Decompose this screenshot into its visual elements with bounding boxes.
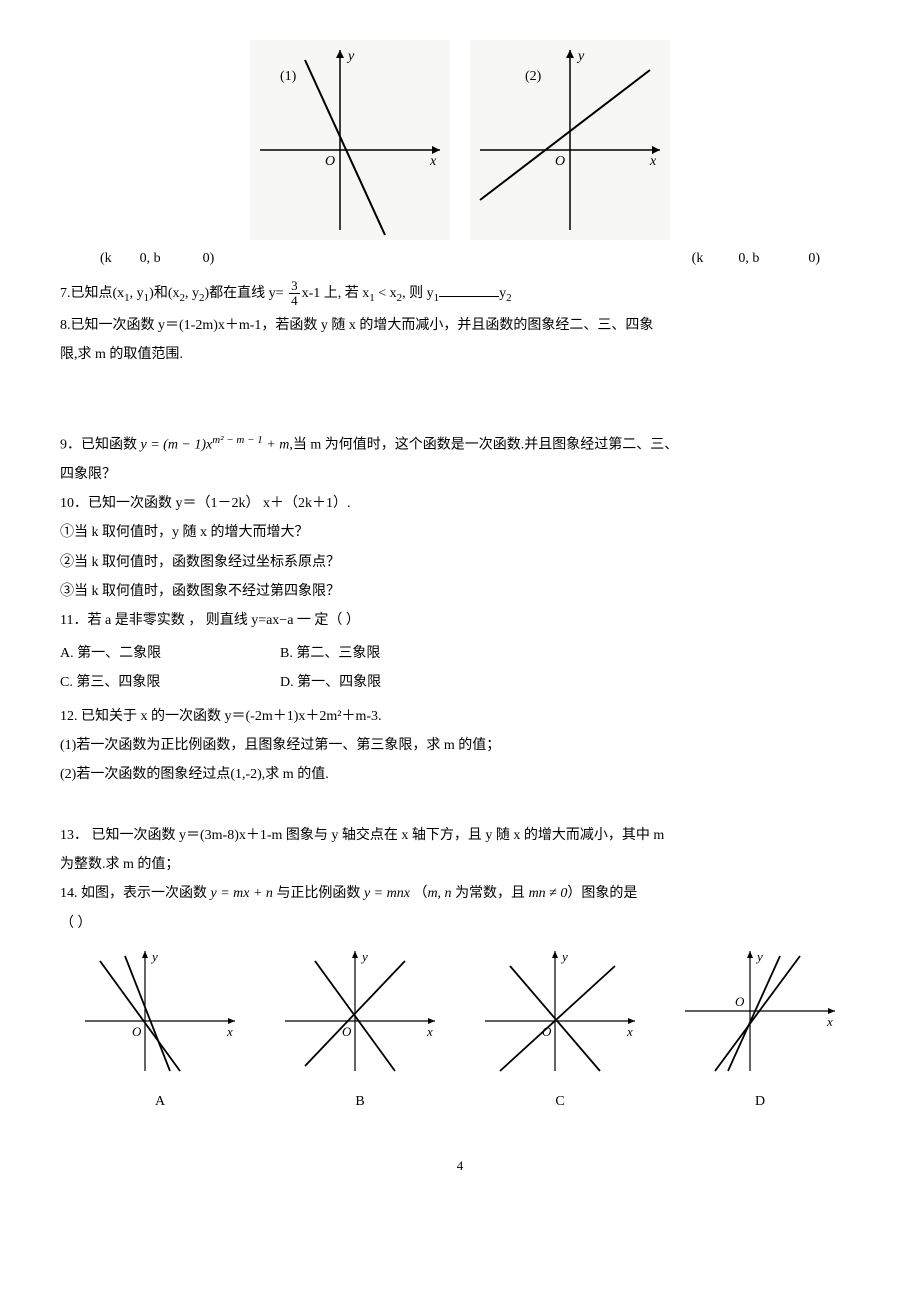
option-C-label: C [470, 1089, 650, 1114]
svg-text:O: O [132, 1024, 142, 1039]
option-A-label: A [70, 1089, 250, 1114]
question-11-options: A. 第一、二象限 C. 第三、四象限 B. 第二、三象限 D. 第一、四象限 [60, 637, 860, 699]
question-12-head: 12. 已知关于 x 的一次函数 y＝(-2m＋1)x＋2m²＋m-3. [60, 704, 860, 729]
question-13-line2: 为整数.求 m 的值； [60, 852, 860, 877]
blank-fill[interactable] [439, 282, 499, 297]
svg-text:O: O [735, 994, 745, 1009]
svg-text:x: x [626, 1024, 633, 1039]
question-14-line2: （ ） [60, 911, 860, 936]
question-7: 7.已知点(x1, y1)和(x2, y2)都在直线 y= 34x-1 上, 若… [60, 279, 860, 309]
svg-text:x: x [426, 1024, 433, 1039]
svg-text:y: y [360, 949, 368, 964]
question-12-p2: (2)若一次函数的图象经过点(1,-2),求 m 的值. [60, 762, 860, 787]
axis-y-label: y [346, 49, 355, 64]
svg-text:y: y [150, 949, 158, 964]
graph-1: y x O (1) [250, 40, 450, 240]
option-A: y x O A [70, 946, 250, 1114]
origin-label: O [325, 154, 335, 169]
option-11-A: A. 第一、二象限 [60, 641, 280, 666]
question-11-head: 11．若 a 是非零实数 ， 则直线 y=ax−a 一 定（ ） [60, 608, 860, 633]
svg-text:y: y [755, 949, 763, 964]
question-12-p1: (1)若一次函数为正比例函数，且图象经过第一、第三象限，求 m 的值； [60, 733, 860, 758]
option-11-B: B. 第二、三象限 [280, 641, 500, 666]
svg-text:(2): (2) [525, 69, 542, 84]
svg-text:x: x [649, 154, 657, 169]
svg-text:y: y [560, 949, 568, 964]
question-9-line1: 9．已知函数 y = (m − 1)xm² − m − 1 + m,当 m 为何… [60, 431, 860, 458]
kb-row: (k 0, b 0) (k 0, b 0) [60, 246, 860, 271]
kb-left: (k 0, b 0) [100, 246, 214, 271]
question-13-line1: 13． 已知一次函数 y＝(3m-8)x＋1-m 图象与 y 轴交点在 x 轴下… [60, 823, 860, 848]
kb-right: (k 0, b 0) [692, 246, 820, 271]
question-14-options: y x O A y x O B y [60, 946, 860, 1114]
option-B-label: B [270, 1089, 450, 1114]
option-D-label: D [670, 1089, 850, 1114]
top-graph-row: y x O (1) y x O (2) [60, 40, 860, 240]
question-10-p3: ③当 k 取何值时，函数图象不经过第四象限？ [60, 579, 860, 604]
page-number: 4 [60, 1154, 860, 1177]
question-9-line2: 四象限？ [60, 462, 860, 487]
axis-x-label: x [429, 154, 437, 169]
option-11-C: C. 第三、四象限 [60, 670, 280, 695]
option-C: y x O C [470, 946, 650, 1114]
question-8-line1: 8.已知一次函数 y＝(1-2m)x＋m-1，若函数 y 随 x 的增大而减小，… [60, 313, 860, 338]
svg-text:O: O [555, 154, 565, 169]
graph-2: y x O (2) [470, 40, 670, 240]
svg-text:y: y [576, 49, 585, 64]
svg-text:x: x [226, 1024, 233, 1039]
question-10-head: 10．已知一次函数 y＝（1－2k） x＋（2k＋1）. [60, 491, 860, 516]
graph-label: (1) [280, 69, 297, 84]
question-14-line1: 14. 如图，表示一次函数 y = mx + n 与正比例函数 y = mnx … [60, 881, 860, 906]
question-10-p1: ①当 k 取何值时，y 随 x 的增大而增大？ [60, 520, 860, 545]
question-10-p2: ②当 k 取何值时，函数图象经过坐标系原点？ [60, 550, 860, 575]
svg-text:x: x [826, 1014, 833, 1029]
option-D: y x O D [670, 946, 850, 1114]
option-11-D: D. 第一、四象限 [280, 670, 500, 695]
option-B: y x O B [270, 946, 450, 1114]
question-8-line2: 限,求 m 的取值范围. [60, 342, 860, 367]
